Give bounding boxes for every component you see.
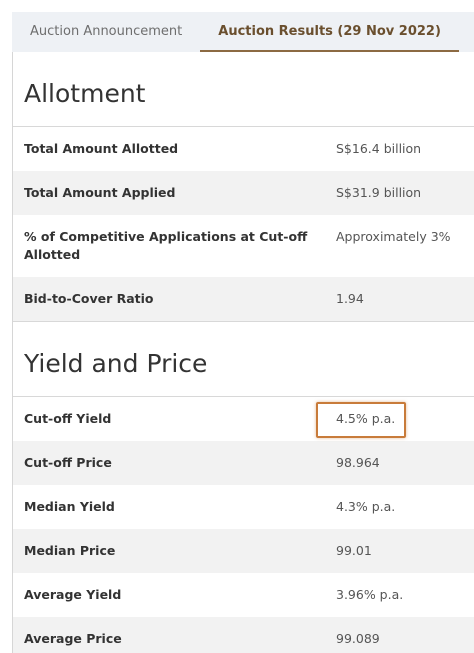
table-row: Cut-off Yield 4.5% p.a.	[13, 397, 474, 441]
row-label: Cut-off Price	[24, 455, 112, 470]
table-row: Bid-to-Cover Ratio 1.94	[13, 277, 474, 321]
row-label: Median Price	[24, 543, 116, 558]
row-label: Average Yield	[24, 587, 122, 602]
tab[interactable]: Auction Announcement	[30, 24, 183, 39]
row-label: Average Price	[24, 631, 122, 646]
row-value: 99.01	[336, 543, 372, 558]
row-value: 1.94	[336, 291, 364, 306]
row-label: Cut-off Yield	[24, 411, 112, 426]
row-value: Approximately 3%	[336, 229, 451, 244]
highlight-box	[316, 402, 406, 438]
table-row: Median Price 99.01	[13, 529, 474, 573]
section-heading: Yield and Price	[13, 322, 474, 397]
tab[interactable]: Auction Results (29 Nov 2022)	[200, 12, 459, 52]
row-label: % of Competitive Applications at Cut-off…	[24, 229, 308, 262]
row-value: 3.96% p.a.	[336, 587, 404, 602]
row-label: Total Amount Applied	[24, 185, 176, 200]
table-row: Cut-off Price 98.964	[13, 441, 474, 485]
row-value: S$16.4 billion	[336, 141, 422, 156]
content: Allotment Total Amount Allotted S$16.4 bil…	[12, 52, 474, 653]
section-table: Cut-off Yield 4.5% p.a. Cut-off Price 98.96…	[13, 397, 474, 653]
table-row: Average Yield 3.96% p.a.	[13, 573, 474, 617]
tab-bar: Auction Announcement Auction Results (29 …	[12, 12, 474, 52]
row-label: Total Amount Allotted	[24, 141, 179, 156]
row-value: S$31.9 billion	[336, 185, 422, 200]
row-value: 99.089	[336, 631, 380, 646]
row-label: Median Yield	[24, 499, 115, 514]
row-value: 4.3% p.a.	[336, 499, 396, 514]
section-heading: Allotment	[13, 52, 474, 127]
row-label: Bid-to-Cover Ratio	[24, 291, 154, 306]
table-row: Total Amount Applied S$31.9 billion	[13, 171, 474, 215]
table-row: Median Yield 4.3% p.a.	[13, 485, 474, 529]
table-row: Total Amount Allotted S$16.4 billion	[13, 127, 474, 171]
section-table: Total Amount Allotted S$16.4 billion Total…	[13, 127, 474, 322]
table-row: Average Price 99.089	[13, 617, 474, 653]
table-row: % of Competitive Applications at Cut-off…	[13, 215, 474, 277]
row-value: 4.5% p.a.	[336, 411, 396, 426]
row-value: 98.964	[336, 455, 380, 470]
